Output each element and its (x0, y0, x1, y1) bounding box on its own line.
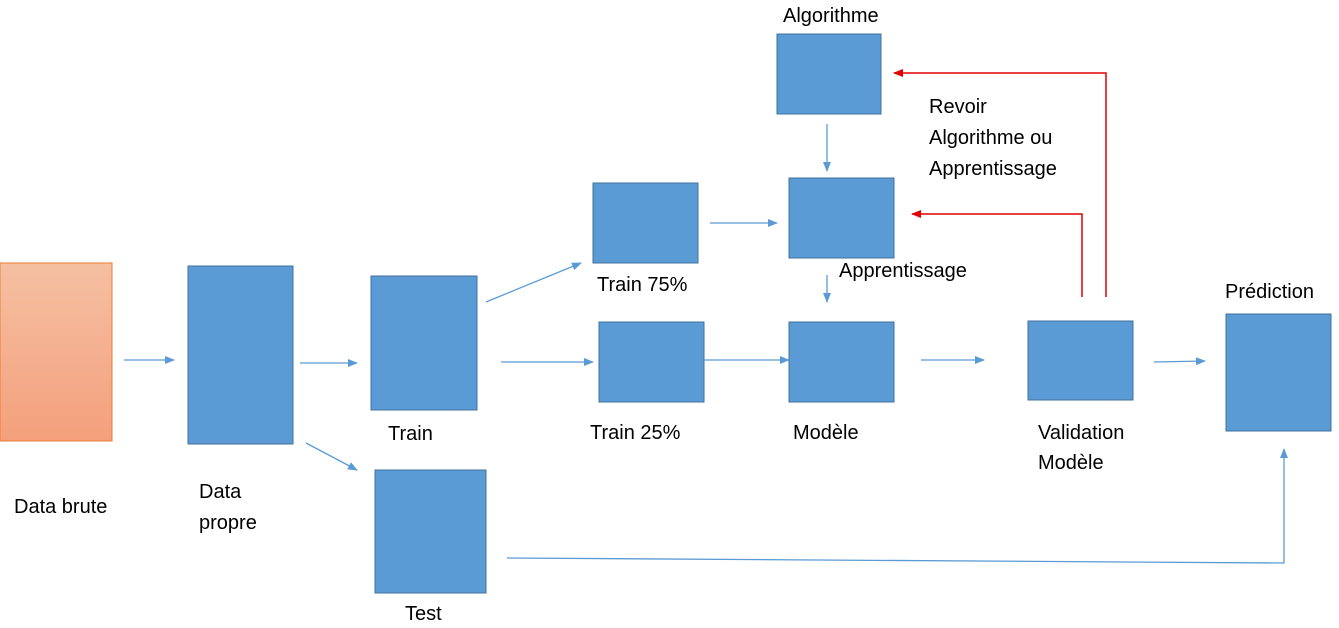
modele-label: Modèle (793, 422, 859, 444)
arrow-propre-to-test (305, 442, 358, 471)
feedback-to-algorithme (893, 69, 1107, 297)
data-brute-box (0, 262, 113, 442)
train-label: Train (388, 423, 433, 445)
train-box (370, 275, 478, 411)
train25-box (598, 321, 705, 403)
test-box (374, 469, 487, 594)
algorithme-box (776, 33, 882, 115)
revoir-label-line1: Revoir (929, 96, 987, 118)
test-label: Test (405, 603, 442, 625)
prediction-label: Prédiction (1225, 281, 1314, 303)
algorithme-label: Algorithme (783, 5, 879, 27)
apprentissage-label: Apprentissage (839, 260, 967, 282)
revoir-label-line3: Apprentissage (929, 158, 1057, 180)
train75-box (592, 182, 699, 264)
prediction-box (1225, 313, 1332, 432)
validation-label-line1: Validation (1038, 422, 1124, 444)
data-propre-box (187, 265, 294, 445)
apprentissage-box (788, 177, 895, 259)
feedback-to-apprentissage (911, 210, 1083, 297)
data-brute-label: Data brute (14, 496, 107, 518)
modele-box (788, 321, 895, 403)
validation-box (1027, 320, 1134, 401)
arrow-validation-to-prediction (1153, 357, 1206, 366)
train25-label: Train 25% (590, 422, 681, 444)
arrow-train-to-train75 (485, 262, 582, 303)
train75-label: Train 75% (597, 274, 688, 296)
validation-label-line2: Modèle (1038, 452, 1104, 474)
revoir-label-line2: Algorithme ou (929, 127, 1052, 149)
data-propre-label-line2: propre (199, 512, 257, 534)
data-propre-label-line1: Data (199, 481, 242, 503)
arrow-test-to-prediction (506, 448, 1288, 564)
